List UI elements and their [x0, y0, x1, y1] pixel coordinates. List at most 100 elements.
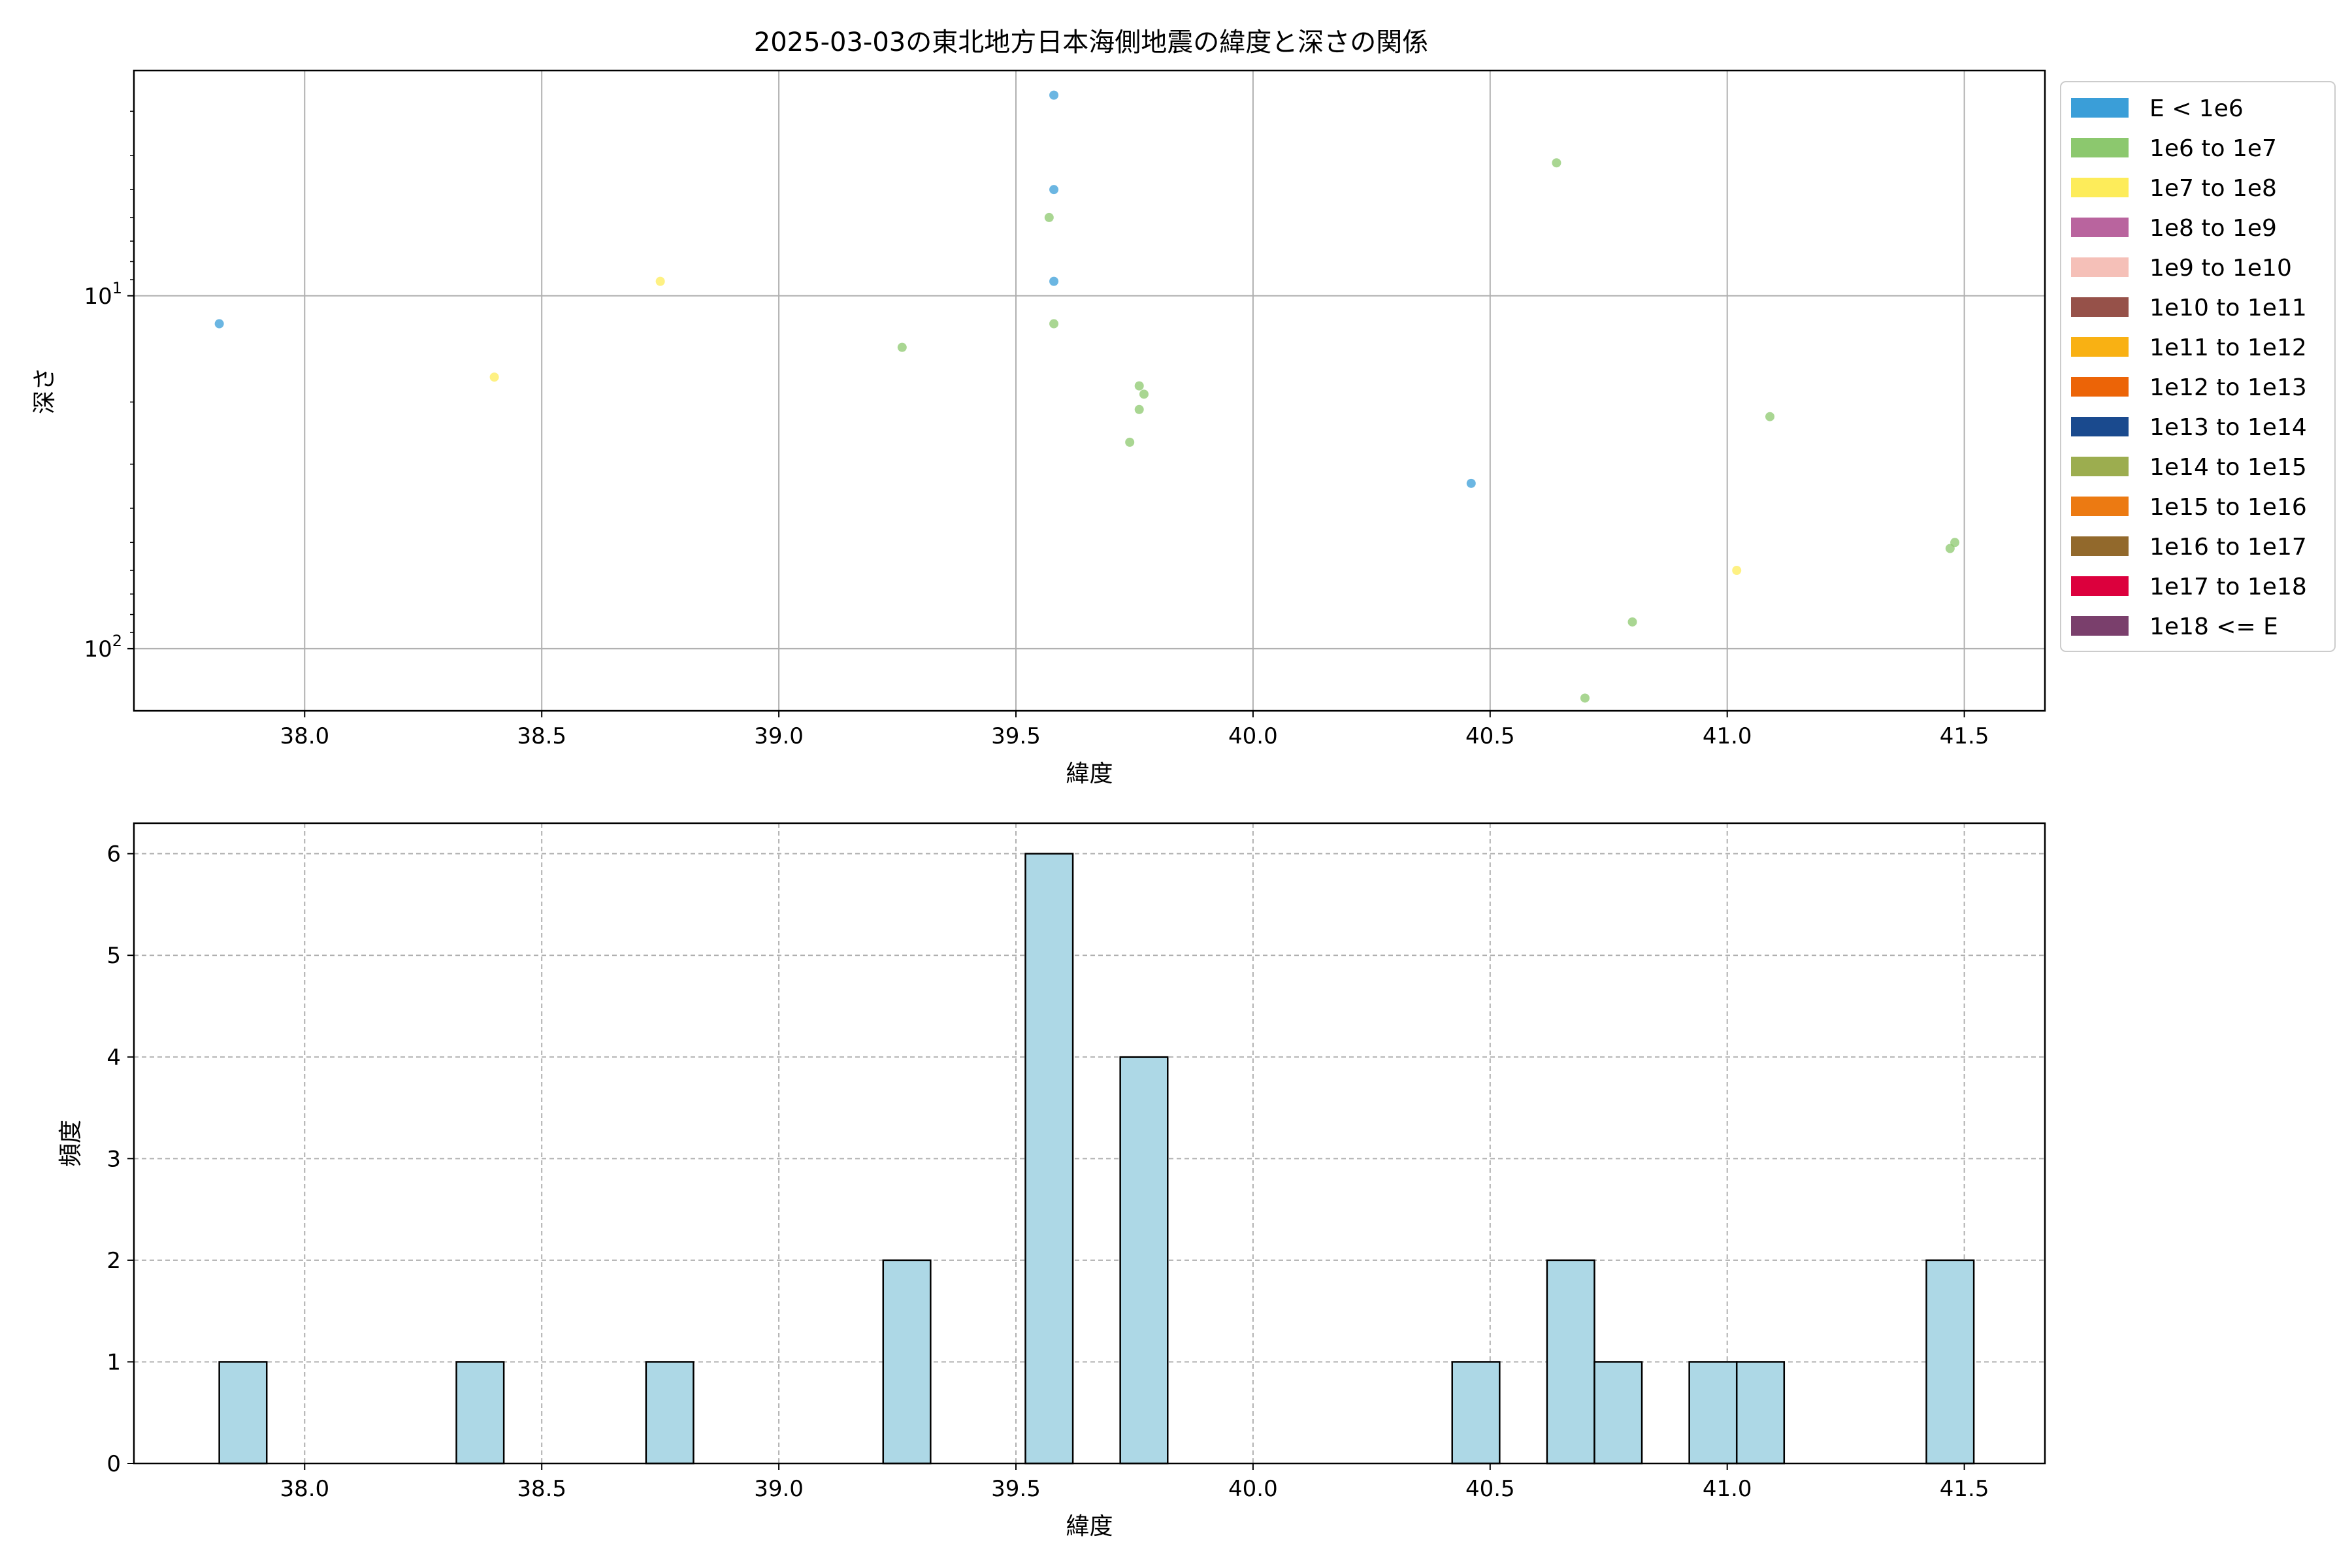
scatter-y-ticks: 101 102 [84, 110, 134, 662]
scatter-x-tick-label: 41.5 [1940, 723, 1989, 749]
scatter-point [1552, 158, 1561, 168]
scatter-panel: 38.0 38.5 39.0 39.5 40.0 40.5 41.0 41.5 101102 … [31, 69, 2336, 787]
histogram-x-axis-label: 緯度 [1066, 1513, 1113, 1540]
histogram-y-tick-label: 4 [106, 1045, 121, 1071]
legend-label: 1e12 to 1e13 [2149, 374, 2307, 401]
legend-swatch [2071, 377, 2129, 397]
histogram-x-tick-label: 39.0 [754, 1476, 804, 1502]
scatter-point [655, 276, 665, 286]
scatter-point [897, 342, 907, 352]
scatter-point [1732, 566, 1742, 576]
scatter-point [1950, 538, 1960, 547]
scatter-point [1627, 617, 1637, 627]
histogram-y-ticks: 0 1 2 3 4 5 6 [106, 841, 134, 1477]
legend-label: E < 1e6 [2149, 95, 2244, 122]
legend-swatch [2071, 178, 2129, 197]
scatter-point [489, 372, 499, 382]
scatter-x-ticks: 38.0 38.5 39.0 39.5 40.0 40.5 41.0 41.5 [280, 711, 1989, 749]
legend-swatch [2071, 536, 2129, 556]
scatter-point [1139, 389, 1149, 399]
histogram-bar [1925, 1259, 1975, 1465]
histogram-x-tick-label: 39.5 [991, 1476, 1041, 1502]
histogram-x-ticks: 38.0 38.5 39.0 39.5 40.0 40.5 41.0 41.5 [280, 1463, 1989, 1502]
histogram-bar [1688, 1361, 1738, 1465]
scatter-x-tick-label: 38.0 [280, 723, 329, 749]
legend-label: 1e17 to 1e18 [2149, 574, 2307, 600]
scatter-x-tick-label: 39.0 [754, 723, 804, 749]
scatter-points [214, 90, 1960, 703]
scatter-y-tick-label: 101 [84, 279, 122, 310]
legend-label: 1e11 to 1e12 [2149, 335, 2307, 361]
histogram-bar [1119, 1056, 1169, 1465]
legend-swatch [2071, 98, 2129, 118]
legend-label: 1e9 to 1e10 [2149, 255, 2292, 282]
histogram-y-tick-label: 5 [106, 943, 121, 969]
scatter-point [1134, 404, 1144, 414]
scatter-y-axis-label: 深さ [31, 367, 58, 414]
histogram-y-tick-label: 1 [106, 1349, 121, 1375]
scatter-point [1049, 276, 1059, 286]
scatter-point [214, 319, 224, 329]
histogram-bar [645, 1361, 694, 1465]
histogram-y-tick-label: 6 [106, 841, 121, 868]
scatter-y-tick-label: 102 [84, 632, 122, 662]
scatter-x-tick-label: 38.5 [517, 723, 566, 749]
legend-label: 1e13 to 1e14 [2149, 414, 2307, 441]
histogram-bar [1451, 1361, 1501, 1465]
legend: E < 1e6 1e6 to 1e7 1e7 to 1e8 1e8 to 1e9 1e9… [2060, 81, 2336, 652]
histogram-x-tick-label: 40.0 [1228, 1476, 1278, 1502]
legend-swatch [2071, 138, 2129, 157]
histogram-bar [1593, 1361, 1643, 1465]
scatter-x-tick-label: 40.0 [1228, 723, 1278, 749]
legend-swatch [2071, 417, 2129, 436]
scatter-x-tick-label: 40.5 [1465, 723, 1515, 749]
histogram-y-tick-label: 0 [106, 1451, 121, 1477]
histogram-plot-frame [133, 822, 2046, 1465]
histogram-x-tick-label: 38.0 [280, 1476, 329, 1502]
histogram-bar [882, 1259, 932, 1465]
histogram-y-tick-label: 2 [106, 1248, 121, 1274]
scatter-point [1125, 437, 1135, 447]
scatter-point [1580, 693, 1590, 703]
histogram-bars [218, 853, 1975, 1465]
legend-label: 1e16 to 1e17 [2149, 534, 2307, 561]
histogram-x-tick-label: 41.5 [1940, 1476, 1989, 1502]
scatter-point [1049, 185, 1059, 195]
legend-label: 1e7 to 1e8 [2149, 175, 2277, 202]
legend-label: 1e18 <= E [2149, 613, 2278, 640]
legend-swatch [2071, 337, 2129, 357]
histogram-x-tick-label: 38.5 [517, 1476, 566, 1502]
legend-swatch [2071, 218, 2129, 237]
histogram-x-tick-label: 40.5 [1465, 1476, 1515, 1502]
histogram-bar [1546, 1259, 1595, 1465]
scatter-point [1049, 319, 1059, 329]
legend-swatch [2071, 297, 2129, 317]
histogram-y-axis-label: 頻度 [57, 1120, 84, 1167]
legend-label: 1e15 to 1e16 [2149, 494, 2307, 521]
legend-label: 1e10 to 1e11 [2149, 295, 2307, 321]
scatter-point [1044, 212, 1054, 222]
legend-swatch [2071, 616, 2129, 636]
legend-label: 1e6 to 1e7 [2149, 135, 2277, 162]
legend-swatch [2071, 497, 2129, 516]
scatter-x-tick-label: 41.0 [1703, 723, 1752, 749]
scatter-point [1466, 478, 1476, 488]
scatter-plot-frame [133, 69, 2046, 712]
scatter-point [1765, 412, 1775, 421]
legend-swatch [2071, 576, 2129, 596]
legend-box [2060, 81, 2336, 652]
legend-swatch [2071, 457, 2129, 476]
histogram-y-tick-label: 3 [106, 1146, 121, 1172]
scatter-x-tick-label: 39.5 [991, 723, 1041, 749]
legend-label: 1e14 to 1e15 [2149, 454, 2307, 481]
scatter-point [1134, 381, 1144, 391]
histogram-x-tick-label: 41.0 [1703, 1476, 1752, 1502]
scatter-point [1049, 90, 1059, 100]
scatter-x-axis-label: 緯度 [1066, 760, 1113, 787]
histogram-bar [1735, 1361, 1786, 1465]
histogram-panel: 38.0 38.5 39.0 39.5 40.0 40.5 41.0 41.5 0 1 2 3 4 5 6… [57, 822, 2046, 1540]
legend-label: 1e8 to 1e9 [2149, 215, 2277, 242]
chart-title: 2025-03-03の東北地方日本海側地震の緯度と深さの関係 [754, 27, 1428, 57]
histogram-bar [1024, 853, 1074, 1465]
